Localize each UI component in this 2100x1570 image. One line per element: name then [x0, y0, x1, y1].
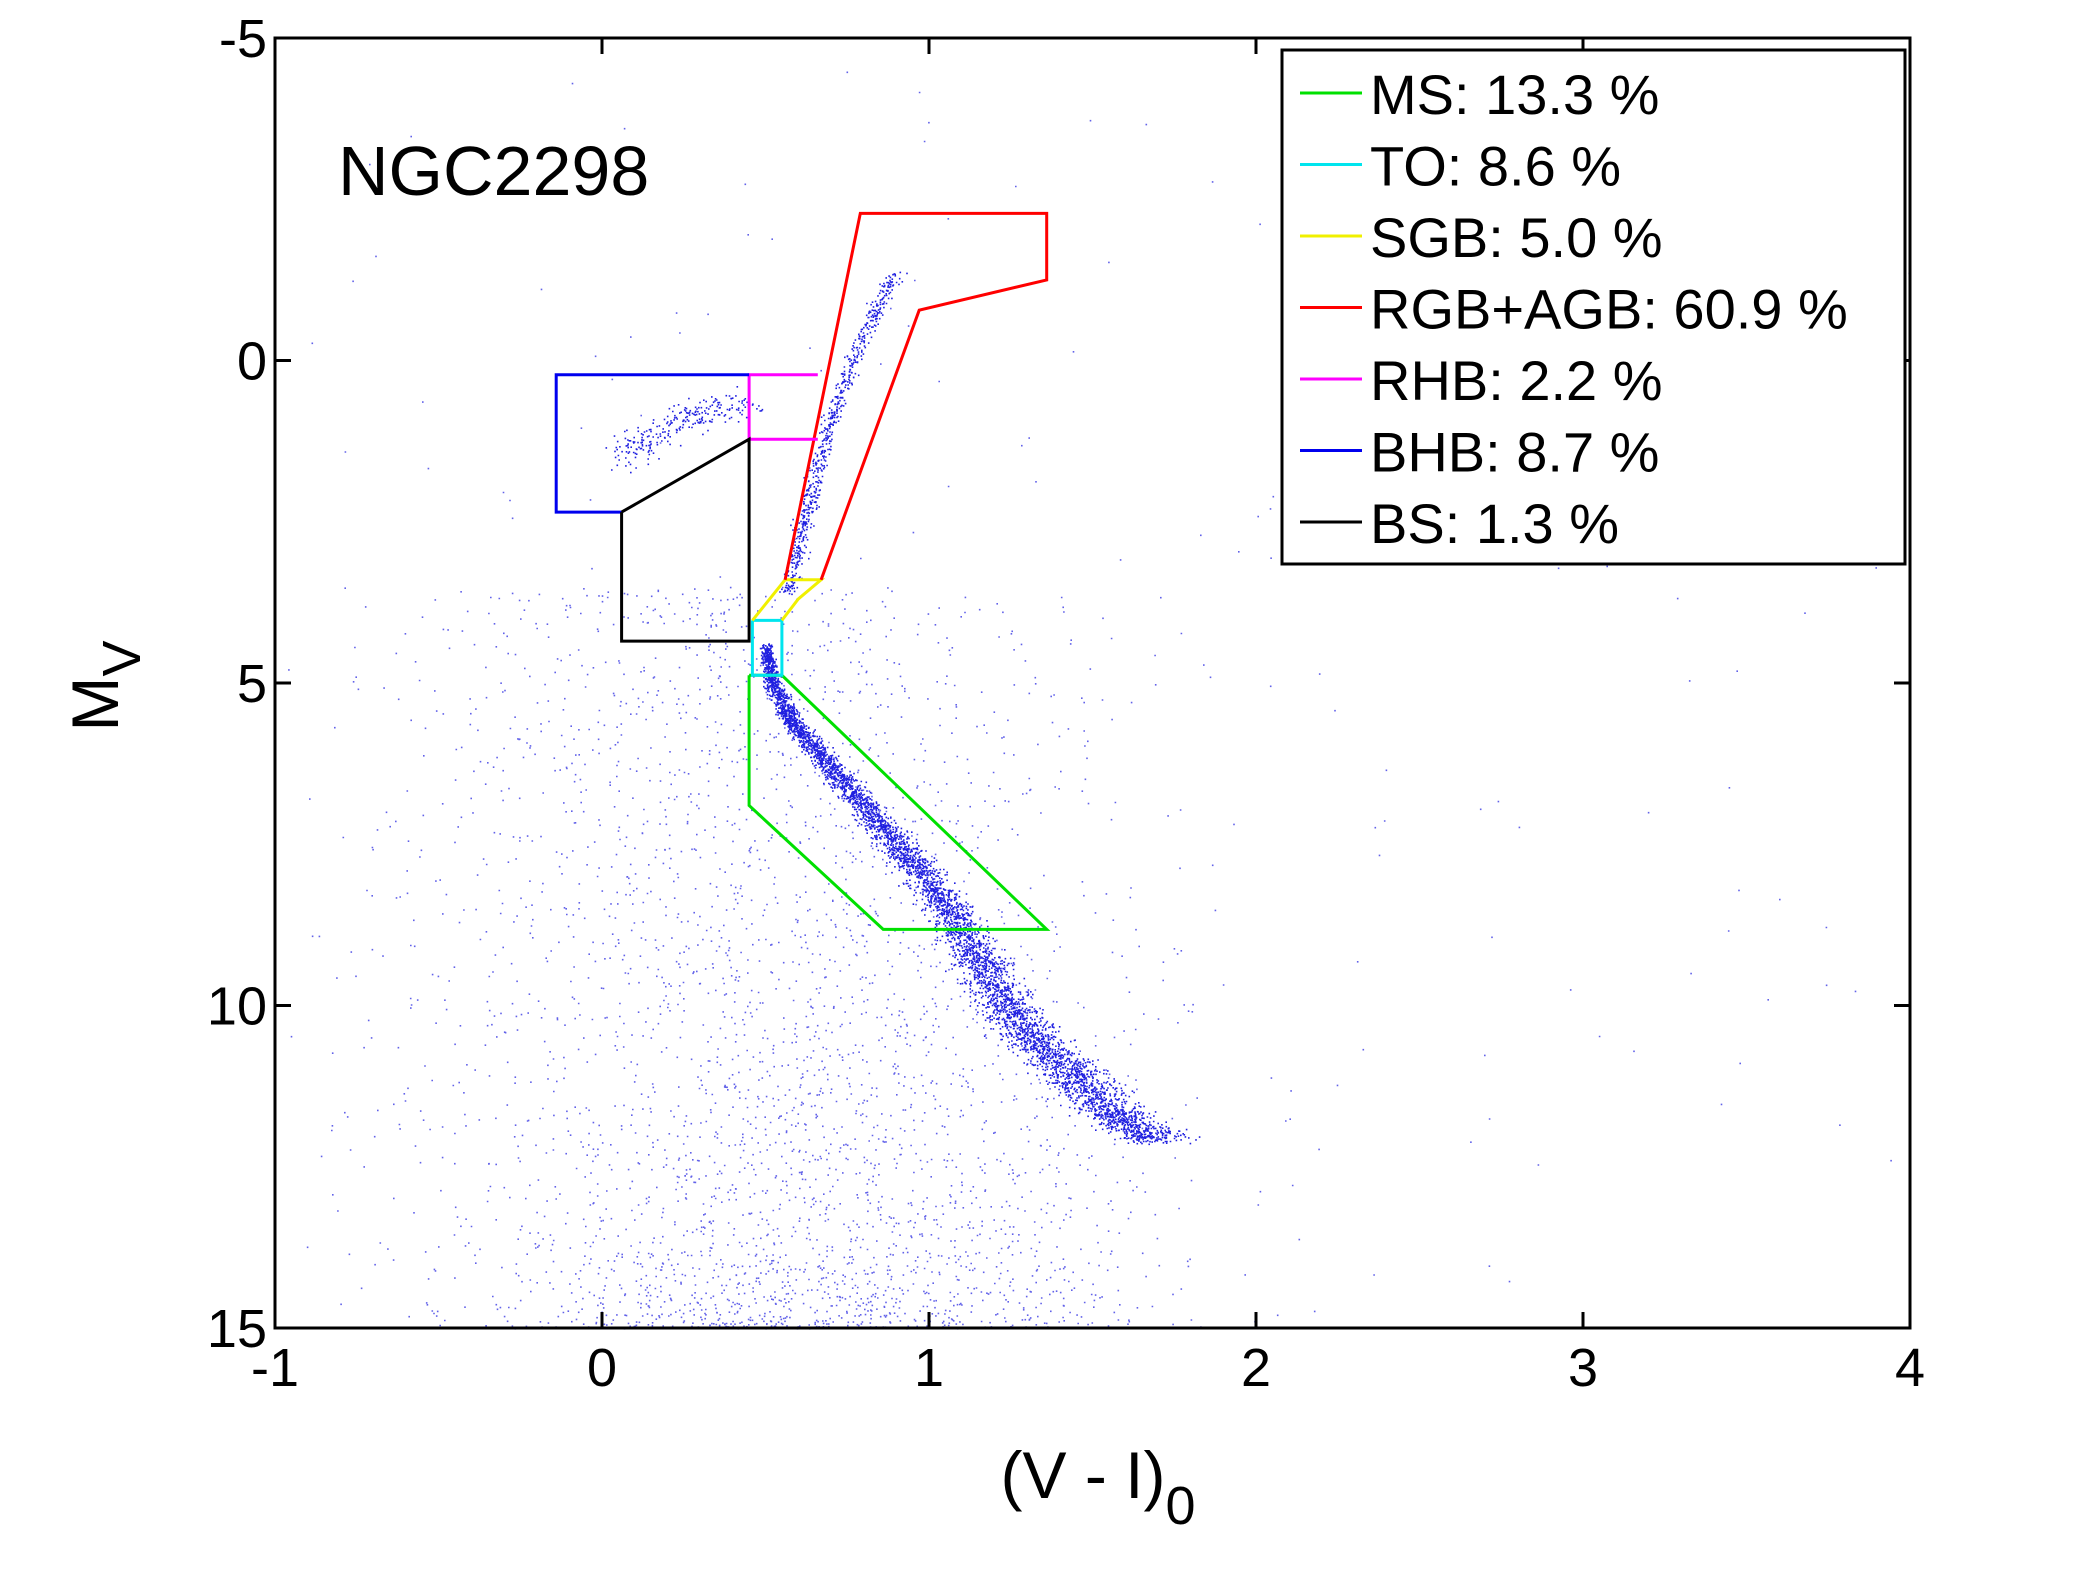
x-tick-label: 1	[914, 1338, 944, 1398]
x-axis-label-main: (V - I)	[1000, 1438, 1165, 1512]
x-tick-label: 0	[587, 1338, 617, 1398]
sequence-star-points	[605, 271, 1201, 1146]
y-axis-label-subscript: V	[92, 640, 152, 676]
region-bhb	[554, 373, 750, 514]
legend-label: BHB: 8.7 %	[1370, 421, 1659, 484]
y-tick-label: 10	[207, 977, 267, 1037]
legend-label: RHB: 2.2 %	[1370, 349, 1663, 412]
x-tick-label: -1	[251, 1338, 299, 1398]
x-axis-label-subscript: 0	[1165, 1476, 1195, 1536]
cluster-name-label: NGC2298	[338, 132, 649, 210]
x-axis-label: (V - I)0	[1000, 1438, 1195, 1536]
legend-label: MS: 13.3 %	[1370, 63, 1659, 126]
region-rhb	[747, 373, 818, 441]
legend: MS: 13.3 % TO: 8.6 % SGB: 5.0 % RGB+AGB: 60…	[1280, 48, 1907, 566]
region-rgb-agb	[783, 211, 1049, 581]
legend-label: SGB: 5.0 %	[1370, 206, 1663, 269]
y-tick-label: 0	[237, 332, 267, 392]
y-tick-label: -5	[219, 9, 267, 69]
sequence-points-path	[605, 271, 1201, 1146]
legend-box	[1280, 48, 1907, 566]
x-tick-label: 4	[1895, 1338, 1925, 1398]
legend-label: TO: 8.6 %	[1370, 135, 1621, 198]
region-to	[750, 618, 784, 677]
y-axis-label-main: M	[58, 677, 132, 732]
x-tick-label: 3	[1568, 1338, 1598, 1398]
y-tick-label: 5	[237, 654, 267, 714]
legend-label: BS: 1.3 %	[1370, 492, 1619, 555]
legend-label: RGB+AGB: 60.9 %	[1370, 278, 1848, 341]
selection-regions	[554, 211, 1051, 931]
y-tick-label: 15	[207, 1299, 267, 1359]
axis-ticks: -1 0 1 2 3 4 -5 0 5 10 15	[207, 9, 1925, 1398]
region-bs	[620, 436, 751, 643]
y-axis-label: MV	[58, 640, 152, 731]
x-tick-label: 2	[1241, 1338, 1271, 1398]
